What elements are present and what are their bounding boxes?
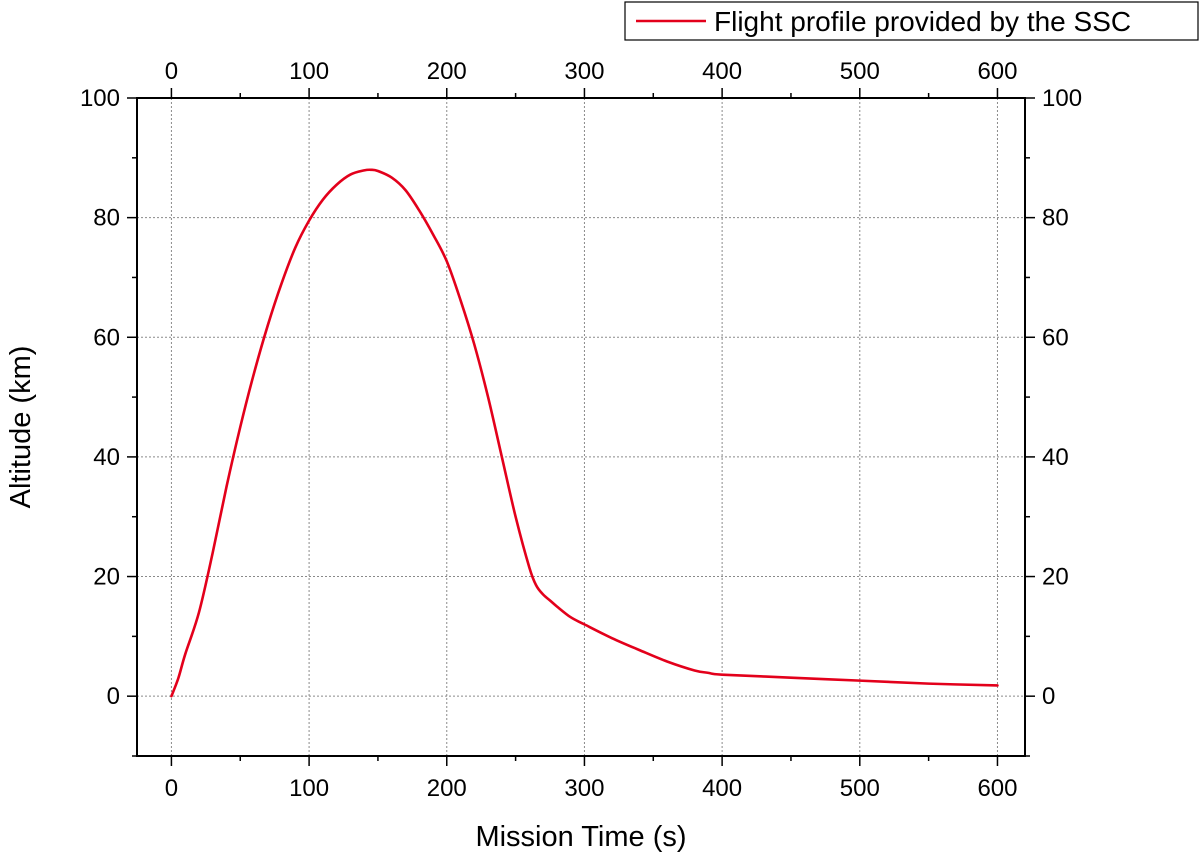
axis-ticks [127,88,1035,766]
x-tick-label-bottom: 500 [840,775,880,802]
x-tick-label-top: 600 [977,58,1017,85]
y-axis-title: Altitude (km) [5,346,37,509]
x-tick-label-bottom: 200 [427,775,467,802]
y-tick-label-left: 60 [93,324,120,351]
y-tick-label-left: 0 [107,683,120,710]
axis-tick-labels: 0 0 100 100 200 200 300 300 400 400 500 500 600 600 0 0… [80,58,1082,802]
y-tick-label-right: 40 [1042,444,1069,471]
x-tick-label-bottom: 0 [165,775,178,802]
x-tick-label-bottom: 300 [564,775,604,802]
series-line [170,168,999,698]
x-tick-label-bottom: 100 [289,775,329,802]
x-tick-label-top: 300 [564,58,604,85]
y-tick-label-right: 60 [1042,324,1069,351]
legend-box [624,1,1199,41]
legend-label: Flight profile provided by the SSC [714,6,1131,37]
plot-area-frame [136,97,1026,757]
y-tick-label-right: 20 [1042,564,1069,591]
x-tick-label-top: 100 [289,58,329,85]
x-tick-label-top: 200 [427,58,467,85]
y-tick-label-right: 80 [1042,205,1069,232]
y-tick-label-left: 80 [93,205,120,232]
x-tick-label-top: 0 [165,58,178,85]
y-tick-label-left: 100 [80,85,120,112]
y-tick-label-right: 100 [1042,85,1082,112]
x-tick-label-top: 500 [840,58,880,85]
x-axis-title: Mission Time (s) [475,821,686,853]
x-tick-label-bottom: 600 [977,775,1017,802]
y-tick-label-left: 40 [93,444,120,471]
y-tick-label-right: 0 [1042,683,1055,710]
legend: Flight profile provided by the SSC [624,1,1199,41]
x-tick-label-bottom: 400 [702,775,742,802]
gridlines [137,97,1025,756]
y-tick-label-left: 20 [93,564,120,591]
series-layer [170,168,999,698]
x-tick-label-top: 400 [702,58,742,85]
